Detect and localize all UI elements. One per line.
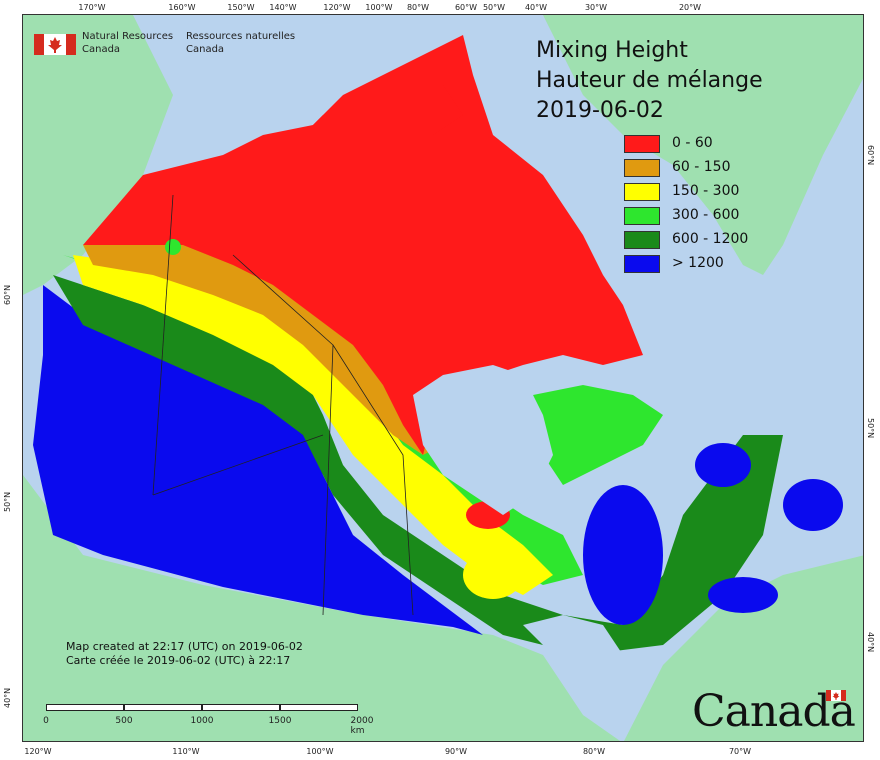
legend-label: 60 - 150: [672, 159, 731, 175]
credit-fr: Carte créée le 2019-06-02 (UTC) à 22:17: [66, 654, 291, 667]
title-fr: Hauteur de mélange: [536, 68, 763, 93]
title-date: 2019-06-02: [536, 98, 664, 123]
legend-label: 0 - 60: [672, 135, 713, 151]
legend-swatch: [624, 135, 660, 153]
graticule-top-label: 50°W: [482, 3, 506, 12]
legend-label: 600 - 1200: [672, 231, 749, 247]
graticule-top-label: 100°W: [365, 3, 393, 12]
zone-gt1200-maritimes: [708, 577, 778, 613]
scale-segment: [202, 704, 280, 711]
zone-0-60-islands: [293, 85, 463, 165]
wordmark-flag-icon: [826, 690, 846, 701]
zone-300-600-east: [533, 385, 663, 485]
hudson-bay: [413, 365, 553, 515]
legend-swatch: [624, 207, 660, 225]
graticule-left-label: 60°N: [3, 284, 12, 305]
hotspot-green-yukon: [165, 239, 181, 255]
scale-segment: [46, 704, 124, 711]
scale-label: 1000: [190, 716, 214, 726]
mixing-height-zones: [33, 35, 843, 655]
zone-gt1200-labrador: [695, 443, 751, 487]
graticule-top-label: 140°W: [269, 3, 297, 12]
graticule-bottom-label: 90°W: [444, 747, 468, 756]
greenland: [543, 15, 863, 275]
zone-gt1200-nfld: [783, 479, 843, 531]
legend-swatch: [624, 231, 660, 249]
legend-label: 300 - 600: [672, 207, 740, 223]
graticule-top-label: 120°W: [323, 3, 351, 12]
graticule-right-label: 40°N: [866, 632, 875, 653]
agency-name-en: Natural Resources Canada: [82, 31, 174, 55]
hotspot-yellow-ontario: [463, 551, 523, 599]
graticule-right-label: 60°N: [866, 145, 875, 166]
legend-swatch: [624, 255, 660, 273]
zone-gt1200-west: [33, 285, 483, 635]
provincial-borders: [152, 194, 414, 616]
graticule-bottom-label: 110°W: [172, 747, 200, 756]
map-title: Mixing Height Hauteur de mélange 2019-06…: [536, 36, 763, 126]
graticule-bottom-label: 120°W: [24, 747, 52, 756]
graticule-left-label: 50°N: [3, 491, 12, 512]
credit-en: Map created at 22:17 (UTC) on 2019-06-02: [66, 640, 303, 653]
scale-label: 500: [115, 716, 133, 726]
scale-label: 2000 km: [350, 716, 374, 736]
scale-segment: [124, 704, 202, 711]
usa: [23, 475, 621, 741]
graticule-top-label: 30°W: [584, 3, 608, 12]
zone-600-1200: [53, 275, 783, 655]
map-credits: Map created at 22:17 (UTC) on 2019-06-02…: [66, 640, 303, 668]
graticule-top-label: 160°W: [168, 3, 196, 12]
graticule-bottom-label: 80°W: [582, 747, 606, 756]
graticule-bottom-label: 70°W: [728, 747, 752, 756]
map-canvas[interactable]: [22, 14, 864, 742]
graticule-top-label: 80°W: [406, 3, 430, 12]
legend-swatch: [624, 183, 660, 201]
graticule-left-label: 40°N: [3, 687, 12, 708]
graticule-top-label: 170°W: [78, 3, 106, 12]
legend-label: > 1200: [672, 255, 724, 271]
legend-swatch: [624, 159, 660, 177]
zone-0-60: [83, 35, 643, 455]
graticule-bottom-label: 100°W: [306, 747, 334, 756]
map-drawing: [23, 15, 863, 741]
title-en: Mixing Height: [536, 38, 688, 63]
graticule-top-label: 20°W: [678, 3, 702, 12]
zone-150-300: [73, 255, 553, 595]
graticule-top-label: 40°W: [524, 3, 548, 12]
agency-name-fr: Ressources naturelles Canada: [186, 31, 296, 55]
graticule-top-label: 150°W: [227, 3, 255, 12]
scale-label: 1500: [268, 716, 292, 726]
scale-label: 0: [43, 716, 49, 726]
great-lakes: [523, 615, 623, 665]
scale-segment: [280, 704, 358, 711]
scale-bar: 0 500 1000 1500 2000 km: [43, 704, 373, 736]
usa-east: [624, 555, 863, 741]
graticule-top-label: 60°W: [454, 3, 478, 12]
legend-label: 150 - 300: [672, 183, 740, 199]
canada-flag-icon: [34, 34, 76, 55]
graticule-right-label: 50°N: [866, 418, 875, 439]
alaska: [23, 15, 173, 295]
zone-gt1200-east: [583, 485, 663, 625]
